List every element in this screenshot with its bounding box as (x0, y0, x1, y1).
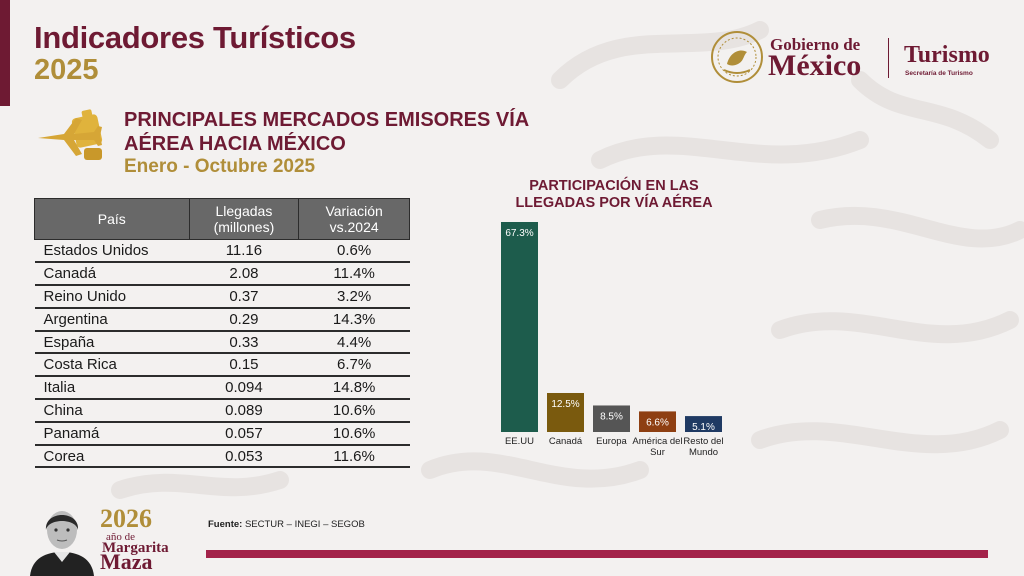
bar-value-label: 12.5% (551, 399, 579, 410)
bar-1 (547, 392, 584, 432)
table-row: España 0.33 4.4% (34, 330, 410, 355)
source-text: SECTUR – INEGI – SEGOB (244, 519, 365, 530)
country-cell: Italia (34, 376, 190, 401)
airplane-luggage-icon (38, 109, 103, 160)
left-accent-stripe (0, 0, 10, 106)
table-row: Panamá 0.057 10.6% (34, 421, 410, 446)
header-arrivals: Llegadas (millones) (188, 198, 300, 240)
category-label: Mundo (689, 447, 718, 458)
variation-cell: 4.4% (298, 330, 410, 355)
markets-table: País Llegadas (millones) Variación vs.20… (34, 198, 410, 469)
bar-value-label: 67.3% (505, 228, 533, 239)
country-cell: Argentina (34, 307, 190, 332)
arrivals-cell: 0.057 (189, 421, 299, 446)
arrivals-cell: 0.29 (189, 307, 299, 332)
arrivals-cell: 0.089 (189, 399, 299, 423)
bar-value-label: 5.1% (692, 422, 715, 433)
category-label: América del (632, 436, 682, 447)
margarita-maza-portrait (30, 511, 94, 576)
table-row: Reino Unido 0.37 3.2% (34, 285, 410, 309)
arrivals-cell: 0.37 (189, 285, 299, 309)
bar-value-label: 8.5% (600, 411, 623, 422)
bicentennial-line3: Margarita (102, 540, 169, 556)
country-cell: Costa Rica (34, 353, 190, 378)
variation-cell: 6.7% (298, 353, 410, 378)
variation-cell: 14.8% (298, 376, 410, 401)
variation-cell: 14.3% (298, 307, 410, 332)
page-year: 2025 (34, 54, 99, 86)
country-cell: Estados Unidos (34, 239, 190, 264)
government-logo: Gobierno de México Turismo Secretaría de… (710, 30, 1010, 86)
gov-top-text: Gobierno de (770, 35, 861, 54)
section-period: Enero - Octubre 2025 (124, 156, 316, 177)
section-title: PRINCIPALES MERCADOS EMISORES VÍA AÉREA … (124, 109, 529, 155)
variation-cell: 10.6% (298, 399, 410, 423)
source-note: Fuente: SECTUR – INEGI – SEGOB (208, 519, 365, 530)
category-label: Europa (596, 436, 627, 447)
bicentennial-year: 2026 (100, 504, 152, 533)
turismo-text: Turismo (904, 42, 990, 68)
page-title: Indicadores Turísticos (34, 20, 356, 55)
turismo-sub-text: Secretaría de Turismo (905, 70, 973, 77)
country-cell: China (34, 399, 190, 423)
header-variation: Variación vs.2024 (298, 198, 410, 240)
bottom-accent-bar (206, 550, 988, 558)
country-cell: España (34, 330, 190, 355)
header-country: País (34, 198, 190, 240)
category-label: Sur (650, 447, 665, 458)
logo-divider (888, 38, 889, 78)
country-cell: Corea (34, 444, 190, 469)
source-label: Fuente: (208, 519, 243, 530)
arrivals-cell: 2.08 (189, 262, 299, 287)
arrivals-cell: 11.16 (189, 239, 299, 264)
variation-cell: 11.4% (298, 262, 410, 287)
table-row: Corea 0.053 11.6% (34, 444, 410, 469)
table-row: Italia 0.094 14.8% (34, 376, 410, 401)
arrivals-cell: 0.053 (189, 444, 299, 469)
arrivals-share-bar-chart: 67.3% EE.UU 12.5% Canadá 8.5% Europa 6.6% Améri… (501, 222, 724, 458)
variation-cell: 0.6% (298, 239, 410, 264)
country-cell: Panamá (34, 421, 190, 446)
bar-0 (501, 222, 538, 432)
arrivals-cell: 0.33 (189, 330, 299, 355)
national-seal-icon (711, 31, 763, 83)
variation-cell: 11.6% (298, 444, 410, 469)
bar-value-label: 6.6% (646, 417, 669, 428)
chart-title: PARTICIPACIÓN EN LAS LLEGADAS POR VÍA AÉ… (515, 178, 713, 211)
country-cell: Canadá (34, 262, 190, 287)
table-header-row: País Llegadas (millones) Variación vs.20… (34, 198, 410, 240)
category-label: Canadá (549, 436, 583, 447)
bar-2 (593, 405, 630, 432)
category-label: Resto del (683, 436, 723, 447)
category-label: EE.UU (505, 436, 534, 447)
variation-cell: 10.6% (298, 421, 410, 446)
table-row: Costa Rica 0.15 6.7% (34, 353, 410, 378)
gov-main-text: México (768, 49, 862, 82)
table-row: Argentina 0.29 14.3% (34, 307, 410, 332)
bar-4 (685, 416, 722, 432)
table-row: China 0.089 10.6% (34, 399, 410, 423)
table-row: Estados Unidos 11.16 0.6% (34, 239, 410, 264)
arrivals-cell: 0.094 (189, 376, 299, 401)
bicentennial-line4: Maza (100, 549, 153, 574)
variation-cell: 3.2% (298, 285, 410, 309)
table-row: Canadá 2.08 11.4% (34, 262, 410, 287)
arrivals-cell: 0.15 (189, 353, 299, 378)
bar-3 (639, 411, 676, 432)
bicentennial-line2: año de (106, 531, 136, 543)
country-cell: Reino Unido (34, 285, 190, 309)
